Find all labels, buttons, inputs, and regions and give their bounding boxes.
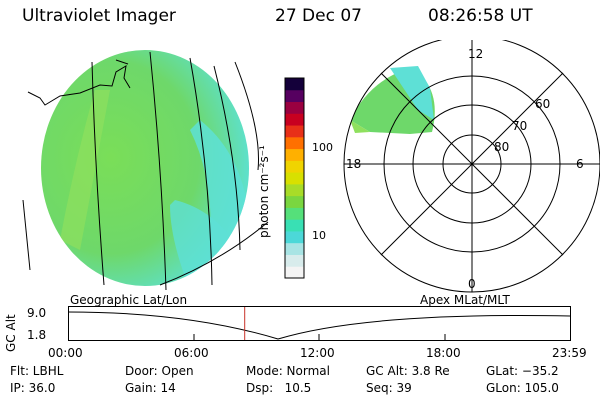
altitude-xtick-3: 18:00 [426, 346, 461, 360]
info-glat: GLat: −35.2 [486, 364, 559, 378]
geo-disk [41, 50, 249, 286]
time-label: 08:26:58 UT [428, 6, 533, 26]
colorbar-band [285, 113, 304, 126]
altitude-ylabel: GC Alt [4, 314, 18, 352]
colorbar-band [285, 183, 304, 197]
colorbar-unit: photon cm⁻²s⁻¹ [257, 145, 271, 238]
polar-emission [350, 66, 435, 134]
date-label: 27 Dec 07 [275, 6, 362, 26]
colorbar-band [285, 266, 304, 279]
polar-panel-label: Apex MLat/MLT [420, 293, 510, 307]
colorbar-tick-10: 10 [312, 229, 326, 242]
altitude-ytick-min: 1.8 [27, 328, 47, 342]
info-mode: Mode: Normal [246, 364, 330, 378]
info-seq: Seq: 39 [366, 381, 412, 395]
mlat-label-60: 60 [535, 97, 551, 111]
colorbar-band [285, 195, 304, 208]
mlt-label-12: 12 [468, 47, 484, 61]
colorbar-band [285, 230, 304, 244]
altitude-xticks [193, 334, 446, 340]
altitude-xtick-2: 12:00 [300, 346, 335, 360]
geo-grid [22, 51, 269, 291]
altitude-xtick-0: 00:00 [48, 346, 83, 360]
geo-panel-label: Geographic Lat/Lon [70, 293, 188, 307]
altitude-ytick-max: 9.0 [27, 306, 47, 320]
info-dsp: Dsp: 10.5 [246, 381, 312, 395]
info-glon: GLon: 105.0 [486, 381, 559, 395]
polar-plot [343, 40, 600, 293]
altitude-curve [68, 311, 571, 340]
info-gain: Gain: 14 [125, 381, 176, 395]
mlat-label-80: 80 [494, 140, 510, 154]
colorbar-band [285, 172, 304, 185]
mlt-label-6: 6 [576, 157, 584, 171]
altitude-xtick-1: 06:00 [174, 346, 209, 360]
altitude-xtick-4: 23:59 [552, 346, 587, 360]
colorbar-band [285, 160, 304, 173]
polar-grid [343, 40, 600, 293]
colorbar-band [285, 89, 304, 103]
info-door: Door: Open [125, 364, 194, 378]
colorbar-bands [285, 78, 304, 279]
info-gc-alt: GC Alt: 3.8 Re [366, 364, 450, 378]
colorbar-band [285, 219, 304, 232]
altitude-plot [68, 306, 571, 341]
colorbar-band [285, 136, 304, 150]
colorbar-tick-100: 100 [312, 141, 333, 154]
colorbar-band [285, 78, 304, 91]
instrument-title: Ultraviolet Imager [22, 6, 176, 26]
colorbar-band [285, 101, 304, 114]
colorbar-band [285, 148, 304, 161]
colorbar-band [285, 254, 304, 267]
geographic-image [22, 50, 269, 291]
colorbar-band [285, 207, 304, 220]
info-flt: Flt: LBHL [10, 364, 64, 378]
colorbar-band [285, 125, 304, 138]
info-ip: IP: 36.0 [10, 381, 56, 395]
mlt-label-0: 0 [468, 277, 476, 291]
colorbar-band [285, 242, 304, 255]
mlt-label-18: 18 [346, 157, 362, 171]
colorbar: photon cm⁻²s⁻¹ [257, 77, 305, 279]
mlat-label-70: 70 [512, 119, 528, 133]
